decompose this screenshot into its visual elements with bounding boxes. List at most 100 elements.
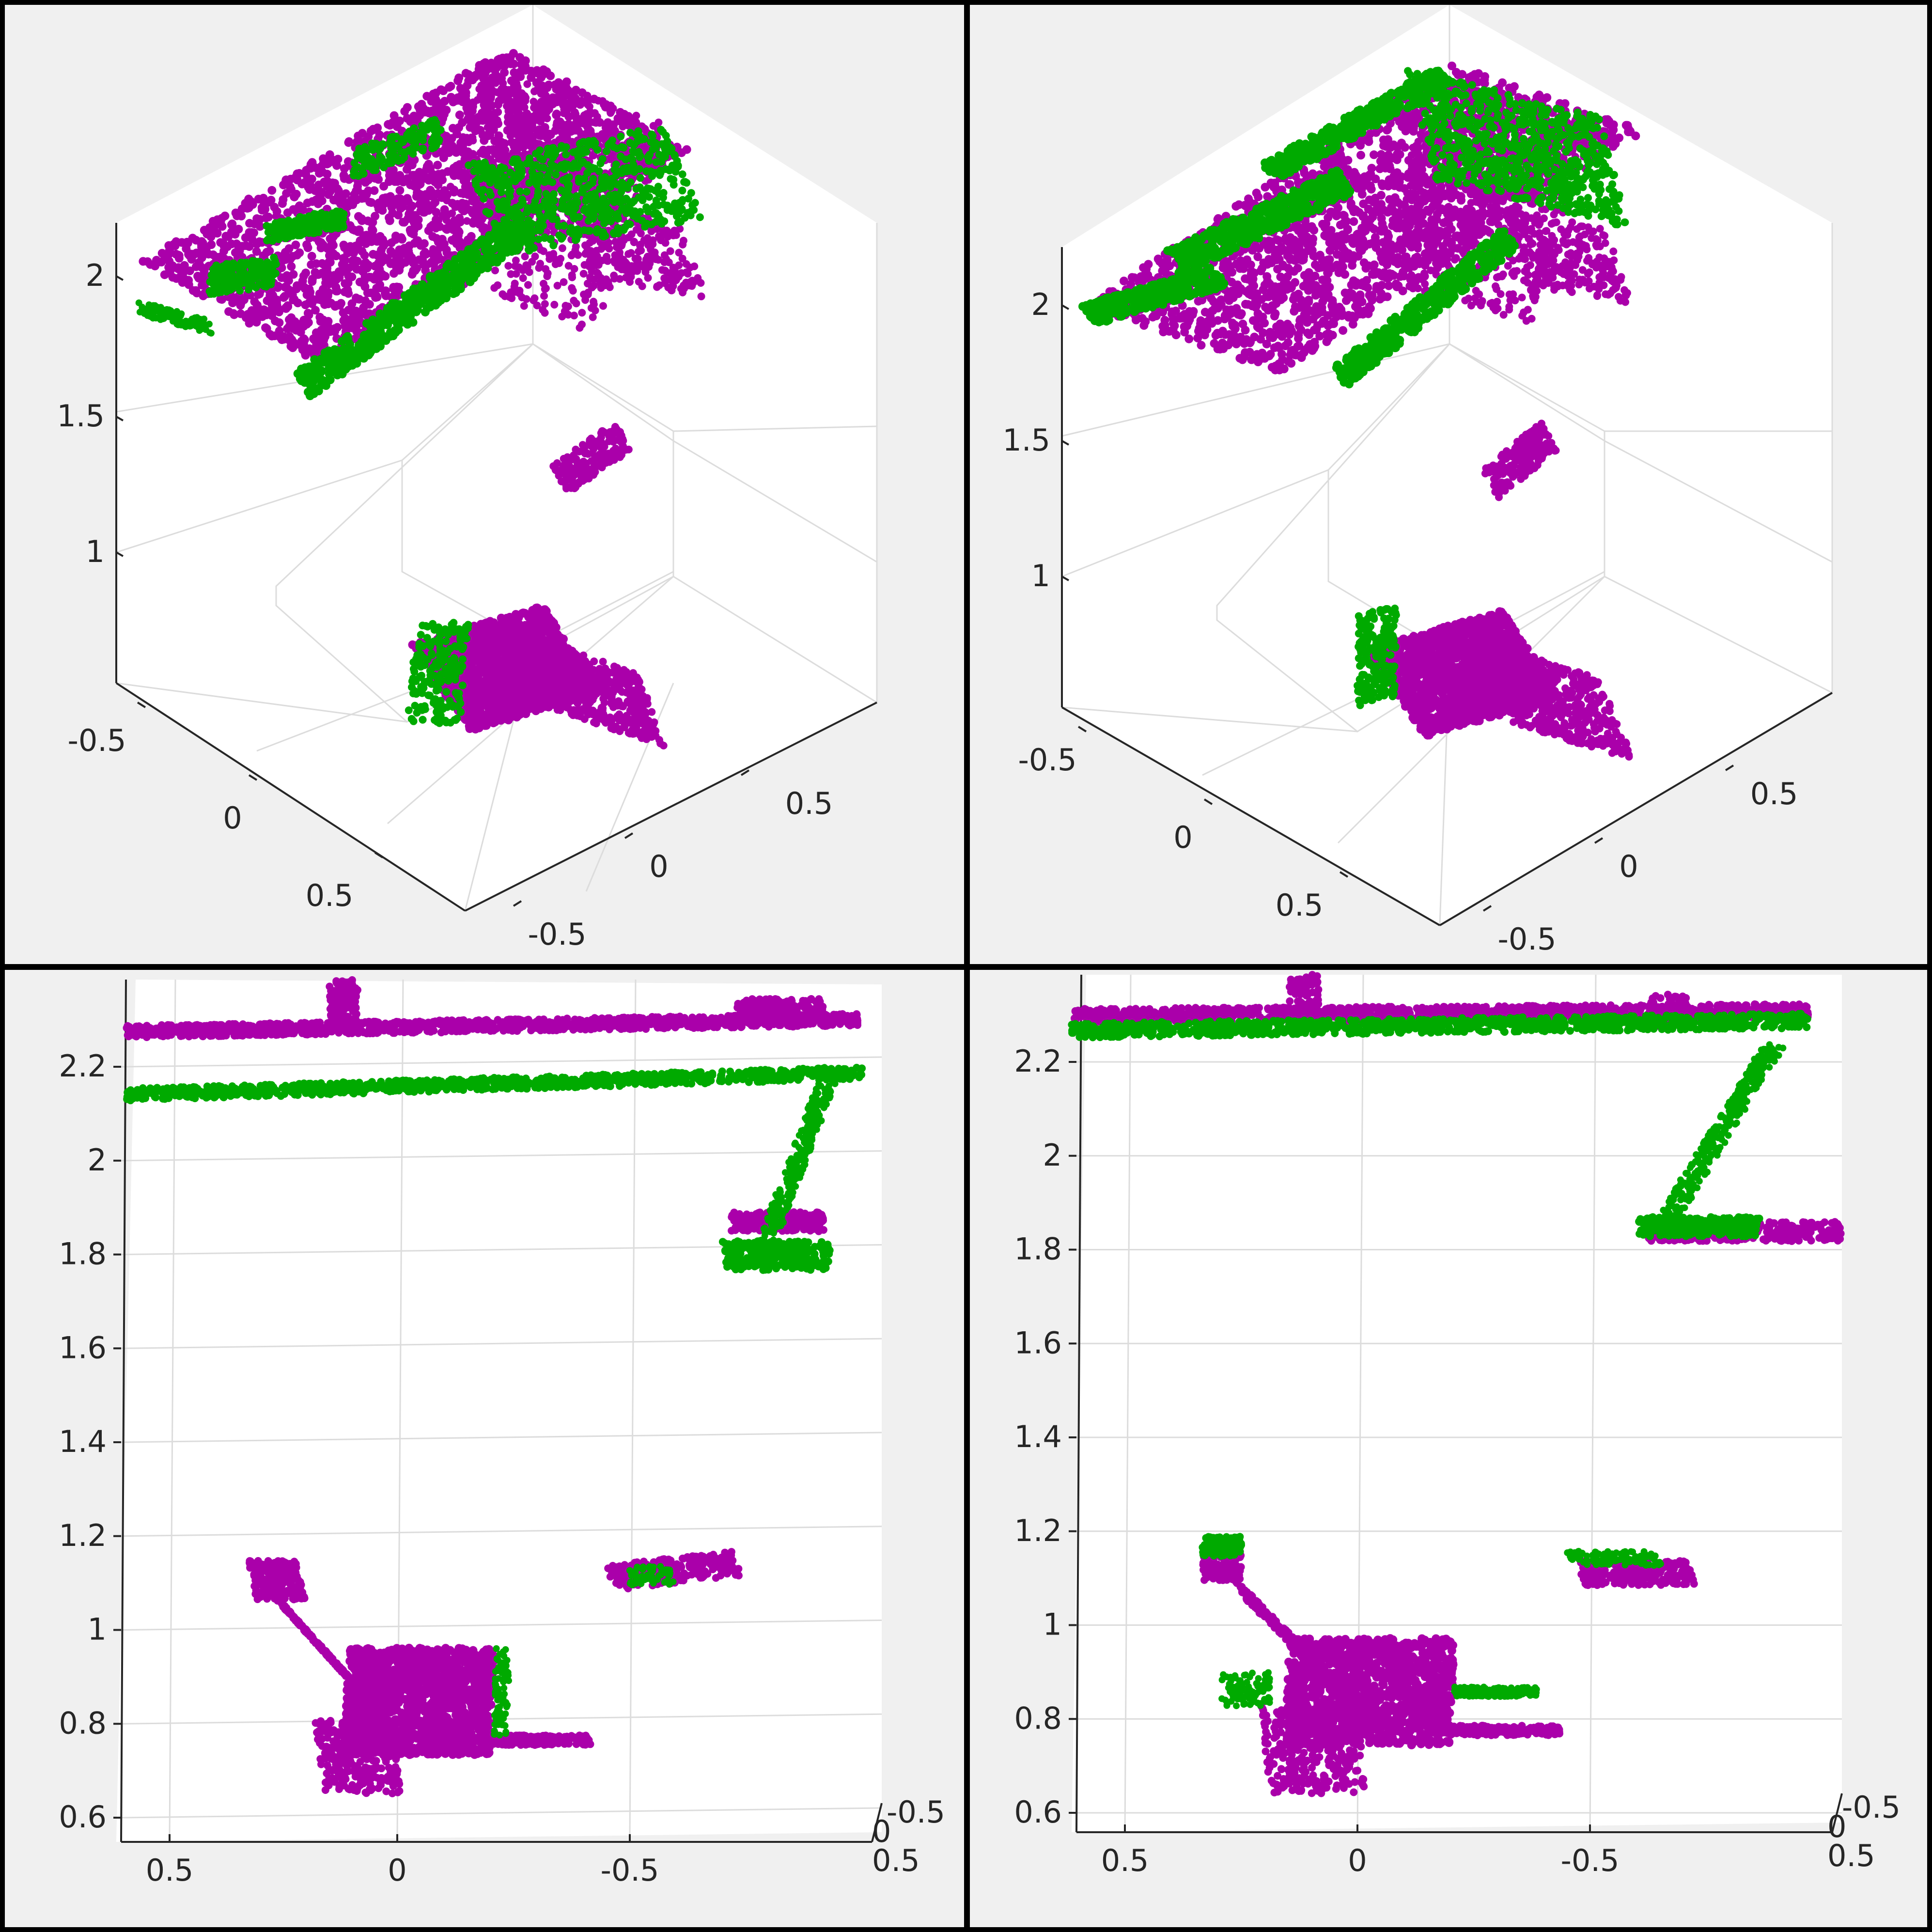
point-marker xyxy=(451,264,460,273)
point-marker xyxy=(243,272,251,280)
point-marker xyxy=(663,138,671,146)
chart-top-left: 21.51-0.500.5-0.500.5 xyxy=(57,5,878,952)
point-marker xyxy=(432,208,441,217)
point-marker xyxy=(679,288,687,296)
point-marker xyxy=(342,315,351,325)
point-marker xyxy=(568,271,576,279)
point-marker xyxy=(442,249,451,257)
point-marker xyxy=(550,300,559,309)
point-marker xyxy=(503,118,512,126)
point-marker xyxy=(284,217,293,224)
point-marker xyxy=(559,205,567,213)
point-marker xyxy=(433,160,442,170)
point-marker xyxy=(588,257,596,265)
point-marker xyxy=(463,217,471,225)
point-marker xyxy=(213,253,222,262)
point-marker xyxy=(558,199,566,207)
point-marker xyxy=(586,103,593,110)
grid-line xyxy=(673,425,877,432)
point-marker xyxy=(549,144,557,152)
point-marker xyxy=(448,168,456,176)
point-marker xyxy=(324,190,333,199)
point-marker xyxy=(660,217,669,225)
point-marker xyxy=(231,273,239,281)
point-marker xyxy=(454,232,463,240)
point-marker xyxy=(202,324,209,330)
point-marker xyxy=(564,86,573,94)
point-marker xyxy=(560,278,568,286)
point-marker xyxy=(614,229,622,237)
point-marker xyxy=(210,273,218,281)
point-marker xyxy=(591,139,599,147)
point-marker xyxy=(343,332,352,341)
point-marker xyxy=(350,307,359,316)
point-marker xyxy=(678,170,686,178)
point-marker xyxy=(545,167,554,175)
point-marker xyxy=(639,196,647,204)
point-marker xyxy=(646,259,654,267)
point-marker xyxy=(283,324,292,333)
point-marker xyxy=(457,139,466,147)
point-marker xyxy=(536,154,545,162)
point-marker xyxy=(369,125,378,134)
point-marker xyxy=(553,281,561,290)
point-marker xyxy=(236,309,245,318)
point-marker xyxy=(465,103,474,112)
point-marker xyxy=(509,149,517,156)
point-marker xyxy=(237,204,247,214)
point-marker xyxy=(587,469,595,477)
point-marker xyxy=(374,259,383,268)
point-marker xyxy=(574,251,582,259)
point-marker xyxy=(535,132,544,140)
point-marker xyxy=(310,210,318,218)
point-marker xyxy=(404,299,413,308)
point-marker xyxy=(588,131,596,139)
point-marker xyxy=(171,241,180,250)
point-marker xyxy=(388,152,396,160)
panel-top-left: 2 1.5 1 -0.5 0 0.5 -0.5 0 0.5 xyxy=(5,5,964,964)
y-tick-label: 0 xyxy=(649,849,668,884)
point-marker xyxy=(546,71,555,80)
point-marker xyxy=(425,285,434,294)
point-marker xyxy=(558,312,566,321)
point-marker xyxy=(615,251,623,259)
point-marker xyxy=(325,374,334,384)
point-marker xyxy=(400,107,409,116)
point-marker xyxy=(694,277,702,285)
point-marker xyxy=(647,185,654,193)
z-tick-label: 1.5 xyxy=(57,398,105,434)
point-marker xyxy=(578,447,587,455)
point-marker xyxy=(487,191,495,199)
point-marker xyxy=(527,73,536,82)
point-marker xyxy=(149,314,156,322)
point-marker xyxy=(414,215,423,224)
point-marker xyxy=(616,275,624,283)
point-marker xyxy=(652,218,660,226)
point-marker xyxy=(624,250,633,258)
point-marker xyxy=(299,322,308,331)
point-marker xyxy=(358,343,367,353)
point-marker xyxy=(252,318,261,327)
point-marker xyxy=(340,174,349,183)
point-marker xyxy=(590,275,598,283)
y-tick-label: -0.5 xyxy=(528,917,587,952)
point-marker xyxy=(452,129,461,139)
grid-line xyxy=(116,459,403,553)
point-marker xyxy=(310,295,319,304)
point-marker xyxy=(390,303,400,312)
point-marker xyxy=(470,159,478,168)
point-marker xyxy=(520,103,529,111)
point-marker xyxy=(421,205,430,215)
point-marker xyxy=(572,445,580,453)
point-marker xyxy=(521,62,530,71)
point-marker xyxy=(629,267,638,275)
point-marker xyxy=(267,261,276,269)
grid-line xyxy=(116,682,407,723)
point-marker xyxy=(252,300,262,310)
point-marker xyxy=(410,294,419,303)
point-marker xyxy=(590,118,598,126)
point-marker xyxy=(602,275,610,283)
point-marker xyxy=(530,202,538,210)
point-marker xyxy=(164,263,173,272)
point-marker xyxy=(324,159,333,168)
